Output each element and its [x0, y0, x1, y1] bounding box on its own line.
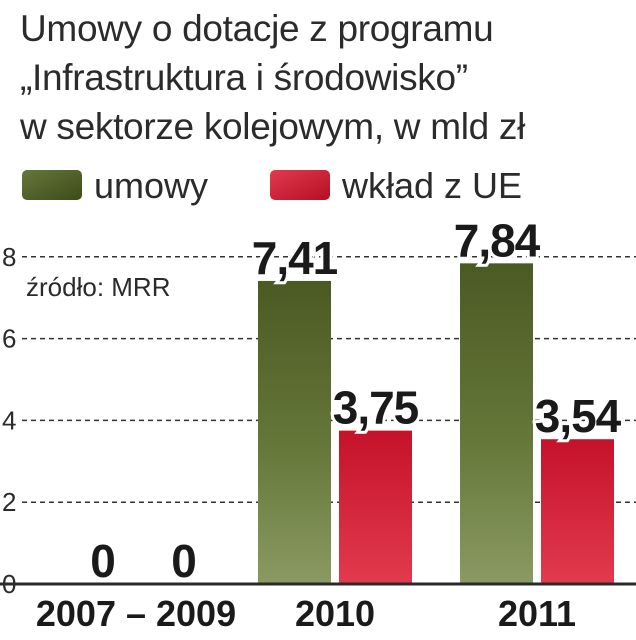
legend-label-wklad: wkład z UE	[341, 165, 522, 206]
value-label-wklad-0: 0	[171, 535, 196, 587]
value-labels: 0 0 7,41 3,75 7,84 3,54	[87, 211, 625, 590]
value-label-wklad-2: 3,54	[535, 390, 622, 442]
bars	[258, 263, 614, 584]
y-tick-label: 8	[2, 242, 16, 272]
chart-title: Umowy o dotacje z programu „Infrastruktu…	[20, 4, 630, 151]
title-line-2: „Infrastruktura i środowisko”	[20, 57, 468, 98]
y-tick-label: 4	[2, 405, 16, 435]
source-note: źródło: MRR	[26, 272, 170, 302]
x-axis-labels: 2007 – 2009 2010 2011	[36, 593, 576, 634]
bar-wklad-1	[339, 430, 412, 584]
x-category-label: 2011	[498, 593, 576, 634]
value-label-umowy-0: 0	[90, 535, 115, 587]
legend-swatch-umowy	[22, 170, 82, 200]
value-label-umowy-2: 7,84	[454, 214, 541, 266]
legend-label-umowy: umowy	[94, 165, 208, 206]
x-category-label: 2010	[295, 593, 375, 634]
y-tick-label: 6	[2, 324, 16, 354]
legend-swatch-wklad	[270, 170, 330, 200]
y-tick-label: 2	[2, 487, 16, 517]
bar-umowy-1	[258, 280, 331, 584]
title-line-3: w sektorze kolejowym, w mld zł	[20, 106, 526, 147]
title-line-1: Umowy o dotacje z programu	[20, 8, 494, 49]
bar-wklad-2	[541, 439, 614, 584]
bar-umowy-2	[460, 263, 533, 584]
value-label-wklad-1: 3,75	[333, 382, 419, 434]
value-label-umowy-1: 7,41	[252, 232, 338, 284]
x-category-label: 2007 – 2009	[36, 593, 236, 634]
